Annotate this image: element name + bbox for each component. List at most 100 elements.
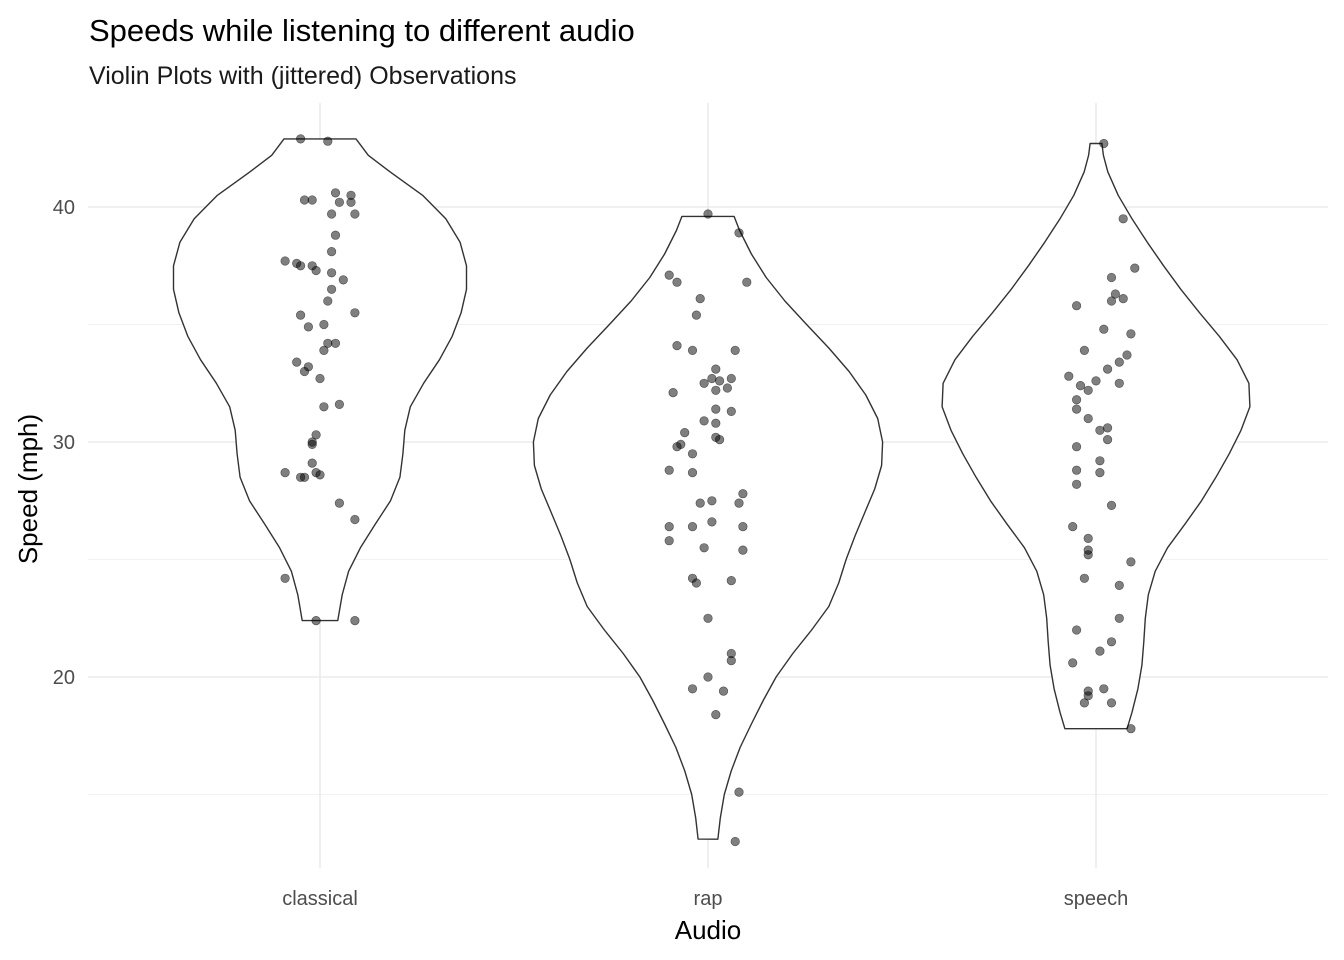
- observation-point-classical: [299, 472, 310, 482]
- observation-point-rap: [734, 498, 744, 508]
- observation-point-speech: [1068, 658, 1078, 668]
- observation-point-speech: [1102, 435, 1113, 445]
- observation-point-classical: [338, 275, 348, 285]
- observation-point-classical: [280, 468, 290, 478]
- observation-point-rap: [680, 428, 690, 438]
- observation-point-speech: [1071, 395, 1082, 405]
- observation-point-rap: [672, 442, 682, 452]
- observation-point-classical: [311, 430, 321, 440]
- observation-point-speech: [1106, 637, 1117, 647]
- observation-point-rap: [707, 373, 717, 384]
- observation-point-speech: [1099, 324, 1109, 334]
- observation-point-classical: [292, 357, 302, 367]
- observation-point-rap: [738, 521, 748, 532]
- observation-point-speech: [1095, 646, 1105, 656]
- observation-point-speech: [1126, 329, 1136, 339]
- observation-point-speech: [1095, 468, 1105, 478]
- observation-point-classical: [323, 296, 333, 306]
- chart-title: Speeds while listening to different audi…: [89, 13, 635, 48]
- observation-point-speech: [1071, 301, 1082, 311]
- observation-point-rap: [672, 277, 682, 287]
- observation-point-rap: [664, 536, 674, 546]
- observation-point-speech: [1114, 357, 1124, 367]
- observation-point-classical: [350, 209, 360, 219]
- y-tick-label: 20: [53, 667, 75, 689]
- y-tick-label: 40: [53, 197, 75, 219]
- observation-point-speech: [1071, 625, 1082, 635]
- x-tick-label-speech: speech: [1064, 888, 1129, 910]
- observation-point-rap: [711, 709, 721, 720]
- observation-point-classical: [327, 247, 337, 257]
- observation-point-classical: [280, 573, 290, 583]
- observation-point-classical: [327, 209, 337, 219]
- observation-point-classical: [346, 197, 356, 207]
- observation-points: [280, 134, 1140, 847]
- observation-point-classical: [330, 230, 341, 240]
- x-axis-tick-labels: classical rap speech: [282, 888, 1128, 910]
- observation-point-speech: [1126, 557, 1136, 567]
- observation-point-rap: [711, 404, 721, 414]
- observation-point-classical: [334, 197, 345, 207]
- observation-point-rap: [707, 496, 717, 506]
- observation-point-rap: [726, 406, 736, 417]
- observation-point-rap: [691, 310, 702, 320]
- observation-point-rap: [695, 294, 705, 304]
- observation-point-rap: [703, 209, 713, 219]
- observation-point-speech: [1071, 442, 1082, 452]
- observation-point-speech: [1091, 376, 1101, 386]
- observation-point-rap: [664, 465, 674, 475]
- observation-point-speech: [1102, 423, 1113, 433]
- observation-point-classical: [280, 256, 290, 266]
- observation-point-rap: [664, 521, 674, 532]
- observation-point-speech: [1102, 364, 1113, 374]
- observation-point-classical: [299, 195, 310, 205]
- observation-point-speech: [1095, 425, 1105, 435]
- observation-point-classical: [330, 188, 341, 198]
- observation-point-classical: [350, 514, 360, 525]
- observation-point-rap: [687, 345, 698, 356]
- observation-point-classical: [334, 399, 345, 410]
- observation-point-speech: [1122, 350, 1132, 360]
- violin-shapes: [172, 138, 1251, 840]
- observation-point-classical: [327, 284, 337, 294]
- observation-point-classical: [311, 615, 321, 626]
- observation-point-classical: [334, 498, 345, 508]
- observation-point-speech: [1071, 479, 1082, 489]
- observation-point-rap: [687, 468, 698, 478]
- observation-point-speech: [1064, 371, 1074, 381]
- observation-point-rap: [699, 416, 709, 426]
- observation-point-rap: [722, 383, 733, 393]
- observation-point-speech: [1130, 263, 1140, 273]
- observation-point-speech: [1079, 345, 1089, 356]
- observation-point-rap: [687, 684, 698, 694]
- chart-subtitle: Violin Plots with (jittered) Observation…: [89, 62, 517, 90]
- observation-point-speech: [1106, 272, 1117, 283]
- observation-point-speech: [1106, 500, 1117, 511]
- observation-point-speech: [1106, 296, 1117, 306]
- observation-point-rap: [726, 373, 736, 384]
- observation-point-rap: [703, 672, 713, 682]
- observation-point-speech: [1099, 684, 1109, 694]
- observation-point-classical: [296, 310, 306, 320]
- observation-point-classical: [330, 338, 341, 348]
- observation-point-classical: [319, 402, 329, 412]
- observation-point-speech: [1083, 413, 1093, 424]
- observation-point-rap: [742, 277, 752, 287]
- observation-point-rap: [726, 655, 736, 666]
- observation-point-rap: [691, 578, 702, 588]
- observation-point-speech: [1071, 404, 1082, 414]
- observation-point-speech: [1079, 698, 1089, 708]
- observation-point-rap: [695, 498, 705, 508]
- observation-point-rap: [734, 787, 744, 797]
- y-axis-title: Speed (mph): [13, 414, 43, 564]
- observation-point-rap: [664, 270, 674, 280]
- observation-point-rap: [711, 364, 721, 374]
- observation-point-rap: [703, 613, 713, 623]
- observation-point-rap: [738, 545, 748, 555]
- observation-point-classical: [350, 308, 360, 318]
- observation-point-classical: [319, 319, 329, 330]
- observation-point-speech: [1095, 456, 1105, 466]
- observation-point-classical: [350, 615, 360, 626]
- observation-point-speech: [1118, 294, 1128, 304]
